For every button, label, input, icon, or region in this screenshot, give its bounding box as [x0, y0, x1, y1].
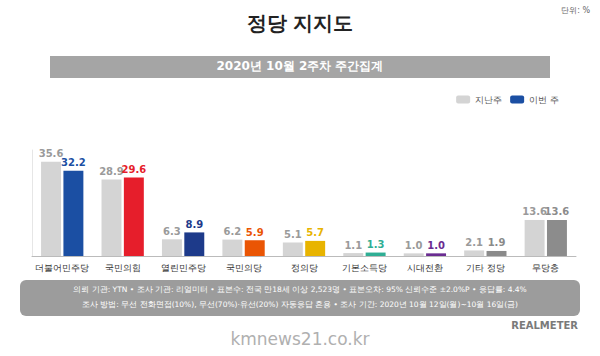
svg-text:kmnews21.co.kr: kmnews21.co.kr [230, 329, 369, 349]
svg-text:국민의당: 국민의당 [226, 263, 262, 273]
svg-text:시대전환: 시대전환 [407, 263, 443, 273]
svg-text:의뢰 기관: YTN • 조사 기관: 리얼미터 • 표본수: 의뢰 기관: YTN • 조사 기관: 리얼미터 • 표본수: 전국 만18세 … [73, 285, 526, 294]
svg-text:35.6: 35.6 [39, 148, 64, 159]
svg-text:1.1: 1.1 [344, 240, 362, 251]
svg-text:열린민주당: 열린민주당 [161, 263, 206, 273]
svg-text:지난주: 지난주 [475, 95, 502, 105]
svg-text:1.9: 1.9 [488, 237, 506, 248]
svg-text:1.3: 1.3 [367, 239, 385, 250]
svg-text:정의당: 정의당 [291, 263, 318, 273]
svg-text:2020년 10월 2주차 주간집계: 2020년 10월 2주차 주간집계 [217, 59, 384, 73]
svg-text:기본소득당: 기본소득당 [342, 263, 387, 273]
svg-text:13.6: 13.6 [522, 206, 547, 217]
svg-text:더불어민주당: 더불어민주당 [35, 263, 89, 273]
svg-text:정당 지지도: 정당 지지도 [247, 11, 354, 35]
svg-text:6.2: 6.2 [224, 226, 242, 237]
svg-text:5.9: 5.9 [246, 227, 264, 238]
svg-text:1.0: 1.0 [405, 240, 423, 251]
svg-text:13.6: 13.6 [545, 206, 570, 217]
svg-text:5.7: 5.7 [306, 227, 324, 238]
svg-text:32.2: 32.2 [61, 157, 86, 168]
svg-text:기타 정당: 기타 정당 [466, 263, 505, 273]
svg-text:무당층: 무당층 [532, 263, 559, 273]
svg-text:5.1: 5.1 [284, 229, 302, 240]
svg-text:국민의힘: 국민의힘 [105, 263, 141, 273]
svg-text:조사 방법: 무선 전화면접(10%), 무선(70%)·유: 조사 방법: 무선 전화면접(10%), 무선(70%)·유선(20%) 자동응… [82, 300, 518, 309]
svg-text:단위: %: 단위: % [561, 6, 590, 15]
svg-text:6.3: 6.3 [163, 226, 181, 237]
svg-text:29.6: 29.6 [121, 164, 146, 175]
svg-text:이번 주: 이번 주 [529, 95, 559, 105]
svg-text:8.9: 8.9 [185, 219, 203, 230]
svg-text:REALMETER: REALMETER [511, 320, 578, 331]
svg-text:2.1: 2.1 [465, 237, 483, 248]
svg-text:28.9: 28.9 [99, 166, 124, 177]
svg-text:1.0: 1.0 [427, 240, 445, 251]
